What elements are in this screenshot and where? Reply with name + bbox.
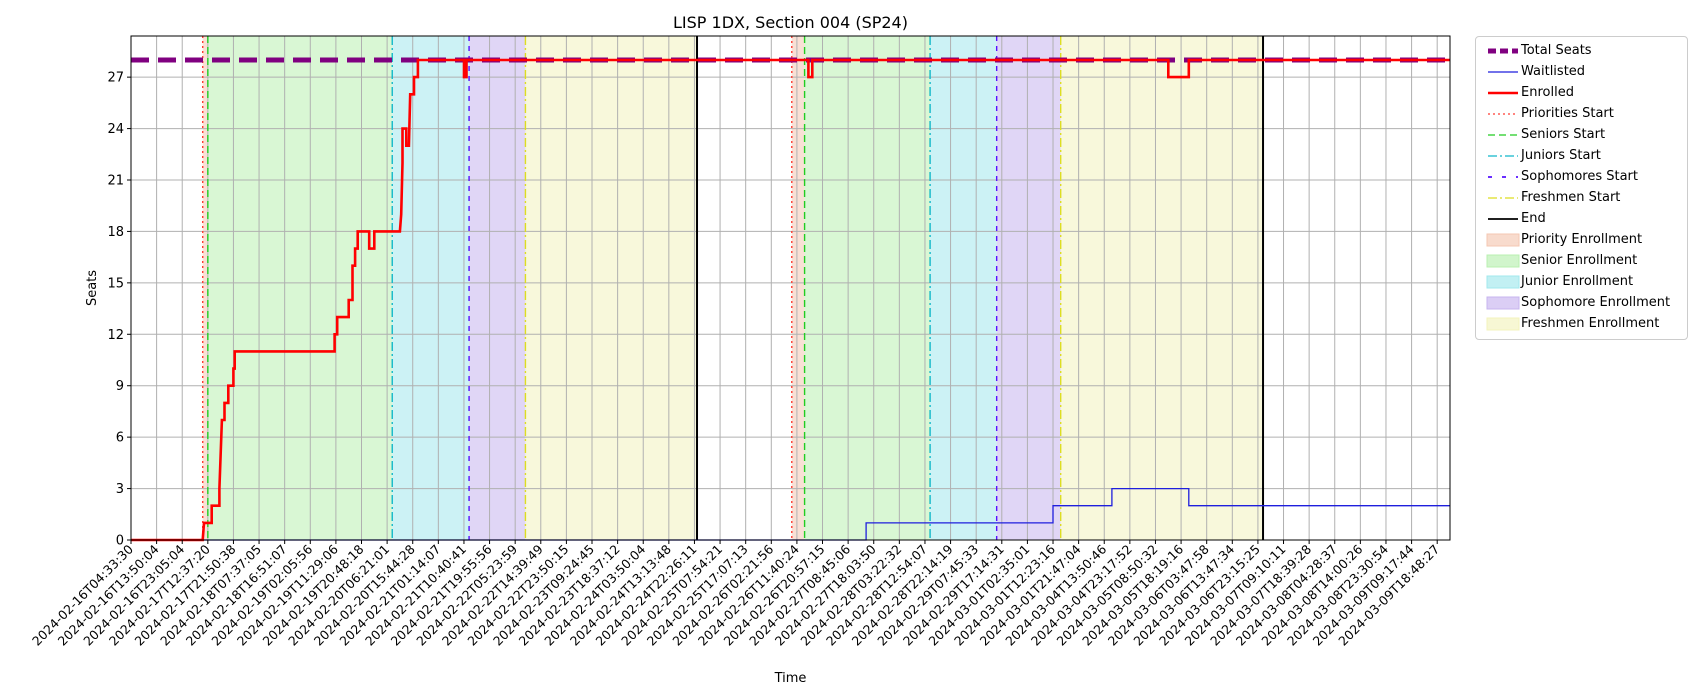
y-tick-label: 21 xyxy=(107,174,124,189)
x-tick-labels: 2024-02-16T04:33:302024-02-16T13:50:0420… xyxy=(29,540,1442,649)
x-axis-label: Time xyxy=(774,671,807,686)
legend-label: Freshmen Enrollment xyxy=(1521,316,1660,331)
y-axis-label: Seats xyxy=(85,270,100,306)
legend-item-total-seats: Total Seats xyxy=(1476,41,1687,61)
legend-swatch xyxy=(1488,91,1518,95)
legend-swatch xyxy=(1486,296,1520,310)
enrollment-period-regions xyxy=(202,36,1264,540)
series-waitlisted xyxy=(131,487,1450,541)
legend-item-senior-enrollment: Senior Enrollment xyxy=(1476,251,1687,271)
legend: Total Seats Waitlisted Enrolled Priorities … xyxy=(1475,36,1688,340)
phase-start-lines xyxy=(202,36,1265,540)
legend-item-waitlisted: Waitlisted xyxy=(1476,62,1687,82)
legend-swatch xyxy=(1486,254,1520,268)
legend-swatch xyxy=(1488,113,1518,115)
legend-swatch xyxy=(1488,197,1518,199)
region-priority-enrollment xyxy=(791,36,805,540)
legend-item-priority-enrollment: Priority Enrollment xyxy=(1476,230,1687,250)
y-tick-label: 15 xyxy=(107,276,124,291)
y-tick-label: 18 xyxy=(107,225,124,240)
region-priority-enrollment xyxy=(202,36,208,540)
legend-swatch xyxy=(1488,71,1518,73)
region-freshmen-enrollment xyxy=(1060,36,1264,540)
legend-label: Waitlisted xyxy=(1521,64,1586,79)
region-sophomore-enrollment xyxy=(469,36,526,540)
legend-label: Seniors Start xyxy=(1521,127,1606,142)
legend-label: Enrolled xyxy=(1521,85,1574,100)
legend-item-freshmen-start: Freshmen Start xyxy=(1476,188,1687,208)
region-junior-enrollment xyxy=(930,36,997,540)
legend-swatch xyxy=(1488,48,1518,54)
region-senior-enrollment xyxy=(804,36,931,540)
legend-swatch xyxy=(1488,176,1518,178)
legend-swatch xyxy=(1486,233,1520,247)
legend-label: Sophomore Enrollment xyxy=(1521,295,1671,310)
region-freshmen-enrollment xyxy=(525,36,698,540)
legend-label: Juniors Start xyxy=(1521,148,1601,163)
legend-item-priorities-start: Priorities Start xyxy=(1476,104,1687,124)
legend-item-sophomore-enrollment: Sophomore Enrollment xyxy=(1476,293,1687,313)
legend-label: Priorities Start xyxy=(1521,106,1614,121)
data-series xyxy=(131,57,1450,542)
legend-item-junior-enrollment: Junior Enrollment xyxy=(1476,272,1687,292)
series-enrolled xyxy=(131,58,1450,542)
legend-item-juniors-start: Juniors Start xyxy=(1476,146,1687,166)
axes xyxy=(130,35,1451,541)
legend-swatch xyxy=(1486,275,1520,289)
legend-label: End xyxy=(1521,211,1546,226)
legend-label: Sophomores Start xyxy=(1521,169,1638,184)
y-tick-label: 27 xyxy=(107,71,124,86)
y-tick-label: 12 xyxy=(107,328,124,343)
legend-label: Priority Enrollment xyxy=(1521,232,1643,247)
plot-frame xyxy=(130,35,1451,541)
legend-item-enrolled: Enrolled xyxy=(1476,83,1687,103)
y-tick-label: 9 xyxy=(116,379,124,394)
grid xyxy=(130,36,1450,541)
legend-item-sophomores-start: Sophomores Start xyxy=(1476,167,1687,187)
legend-item-seniors-start: Seniors Start xyxy=(1476,125,1687,145)
legend-label: Junior Enrollment xyxy=(1521,274,1634,289)
y-tick-label: 0 xyxy=(116,534,124,549)
legend-swatch xyxy=(1486,317,1520,331)
region-junior-enrollment xyxy=(392,36,470,540)
legend-swatch xyxy=(1488,134,1518,136)
legend-swatch xyxy=(1488,155,1518,157)
region-sophomore-enrollment xyxy=(996,36,1061,540)
legend-item-freshmen-enrollment: Freshmen Enrollment xyxy=(1476,314,1687,334)
chart-title: LISP 1DX, Section 004 (SP24) xyxy=(673,13,908,32)
legend-label: Freshmen Start xyxy=(1521,190,1621,205)
legend-label: Total Seats xyxy=(1521,43,1592,58)
legend-label: Senior Enrollment xyxy=(1521,253,1638,268)
legend-swatch xyxy=(1488,218,1518,220)
region-senior-enrollment xyxy=(207,36,393,540)
y-tick-label: 6 xyxy=(116,431,124,446)
y-tick-label: 3 xyxy=(116,482,124,497)
y-tick-label: 24 xyxy=(107,122,124,137)
y-tick-labels: 0 3 6 9 12 15 18 21 24 27 xyxy=(107,71,131,549)
legend-item-end: End xyxy=(1476,209,1687,229)
